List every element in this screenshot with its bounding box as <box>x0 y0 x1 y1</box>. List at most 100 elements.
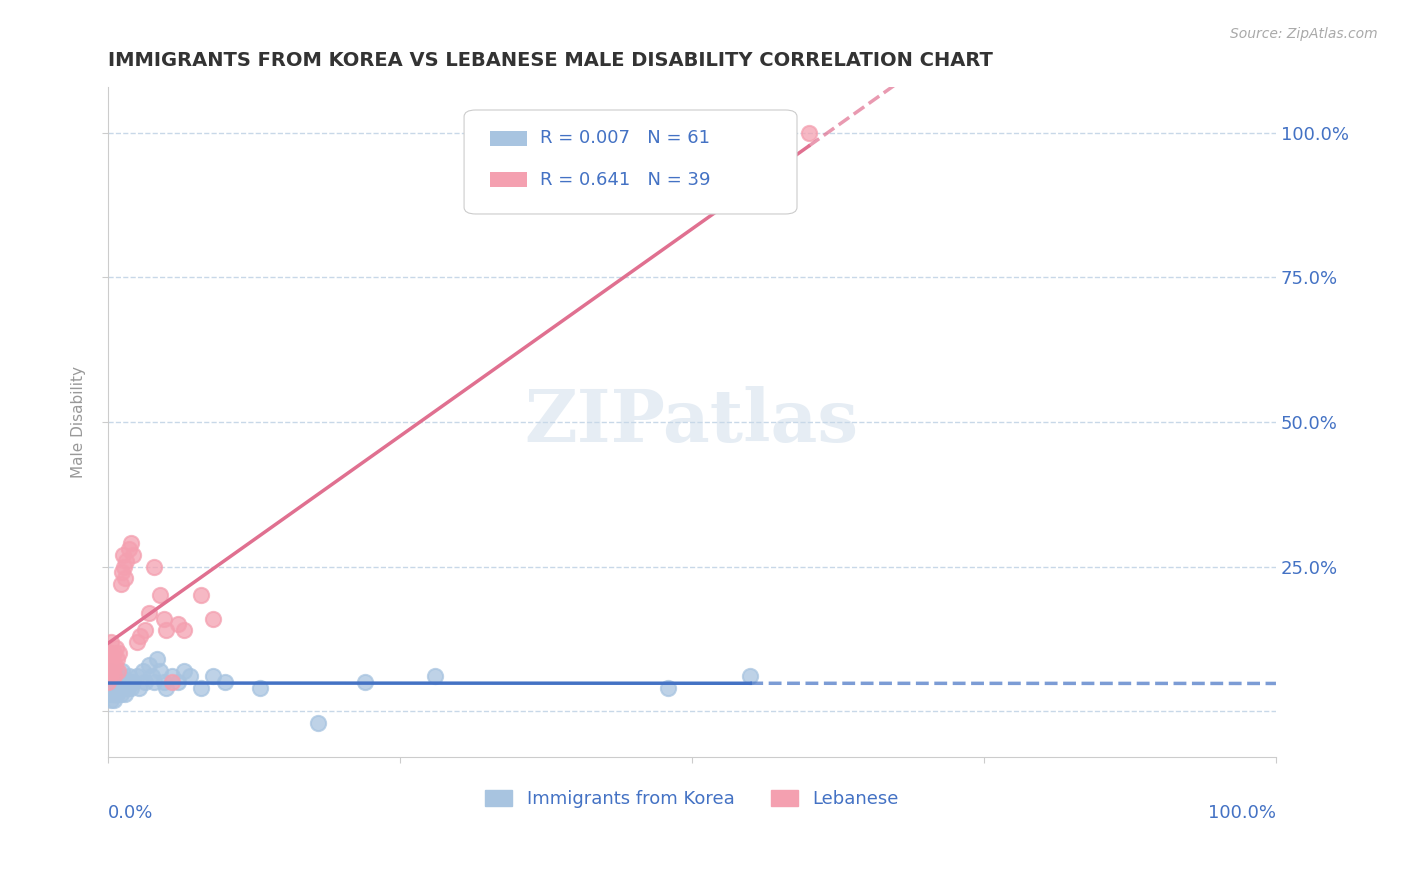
Point <box>101 664 124 678</box>
Point <box>110 669 132 683</box>
Point <box>98 675 121 690</box>
Text: IMMIGRANTS FROM KOREA VS LEBANESE MALE DISABILITY CORRELATION CHART: IMMIGRANTS FROM KOREA VS LEBANESE MALE D… <box>108 51 993 70</box>
Point <box>155 681 177 695</box>
Point <box>307 715 329 730</box>
Point <box>214 675 236 690</box>
Legend: Immigrants from Korea, Lebanese: Immigrants from Korea, Lebanese <box>478 783 905 815</box>
FancyBboxPatch shape <box>489 131 527 145</box>
Point <box>107 681 129 695</box>
Point <box>105 652 128 666</box>
Point <box>190 589 212 603</box>
Point <box>118 675 141 690</box>
Point <box>101 687 124 701</box>
Point <box>114 571 136 585</box>
Point <box>98 687 121 701</box>
Point <box>115 554 138 568</box>
Point <box>108 646 131 660</box>
Point <box>104 687 127 701</box>
Point <box>98 646 121 660</box>
Point <box>111 675 134 690</box>
Text: R = 0.641   N = 39: R = 0.641 N = 39 <box>540 170 710 189</box>
Point <box>115 675 138 690</box>
Point <box>112 559 135 574</box>
Point <box>101 681 124 695</box>
Point <box>138 606 160 620</box>
Point <box>110 577 132 591</box>
Point <box>740 669 762 683</box>
Point <box>98 669 121 683</box>
Point <box>423 669 446 683</box>
Point <box>108 675 131 690</box>
Text: R = 0.007   N = 61: R = 0.007 N = 61 <box>540 129 710 147</box>
Point <box>97 652 120 666</box>
Point <box>160 675 183 690</box>
Point <box>149 664 172 678</box>
Point <box>103 669 125 683</box>
Point <box>104 675 127 690</box>
Point <box>353 675 375 690</box>
Point <box>160 669 183 683</box>
Point <box>105 675 128 690</box>
Point <box>111 664 134 678</box>
Y-axis label: Male Disability: Male Disability <box>72 366 86 478</box>
Point <box>117 681 139 695</box>
Point <box>179 669 201 683</box>
Point <box>104 657 127 672</box>
Point <box>111 681 134 695</box>
Point <box>105 687 128 701</box>
Point <box>167 675 190 690</box>
Point <box>114 687 136 701</box>
Point <box>201 669 224 683</box>
Point <box>125 634 148 648</box>
Point <box>122 675 145 690</box>
Point <box>190 681 212 695</box>
Point <box>97 681 120 695</box>
Point <box>100 681 122 695</box>
Point <box>100 692 122 706</box>
Point <box>146 652 169 666</box>
Text: ZIPatlas: ZIPatlas <box>524 386 859 458</box>
Point <box>103 681 125 695</box>
Point <box>118 669 141 683</box>
Point <box>141 669 163 683</box>
Point <box>98 664 121 678</box>
Point <box>122 548 145 562</box>
Text: 0.0%: 0.0% <box>108 805 153 822</box>
Point <box>97 669 120 683</box>
Point <box>120 536 142 550</box>
Point <box>173 623 195 637</box>
Point <box>657 681 679 695</box>
Point <box>143 675 166 690</box>
Point <box>155 623 177 637</box>
Point <box>143 559 166 574</box>
Point <box>173 664 195 678</box>
Point <box>100 657 122 672</box>
Point <box>97 675 120 690</box>
Point <box>125 669 148 683</box>
Point <box>101 669 124 683</box>
Point <box>104 669 127 683</box>
Point <box>104 640 127 655</box>
Point <box>107 664 129 678</box>
Point <box>149 589 172 603</box>
Point <box>111 566 134 580</box>
Point <box>120 681 142 695</box>
Point <box>112 681 135 695</box>
FancyBboxPatch shape <box>489 172 527 187</box>
Text: Source: ZipAtlas.com: Source: ZipAtlas.com <box>1230 27 1378 41</box>
Point <box>101 652 124 666</box>
Point <box>201 611 224 625</box>
FancyBboxPatch shape <box>464 110 797 214</box>
Point <box>97 664 120 678</box>
Text: 100.0%: 100.0% <box>1208 805 1277 822</box>
Point <box>104 681 127 695</box>
Point <box>103 692 125 706</box>
Point <box>153 611 176 625</box>
Point <box>118 542 141 557</box>
Point <box>110 687 132 701</box>
Point <box>153 675 176 690</box>
Point <box>103 669 125 683</box>
Point <box>134 623 156 637</box>
Point <box>103 646 125 660</box>
Point <box>100 675 122 690</box>
